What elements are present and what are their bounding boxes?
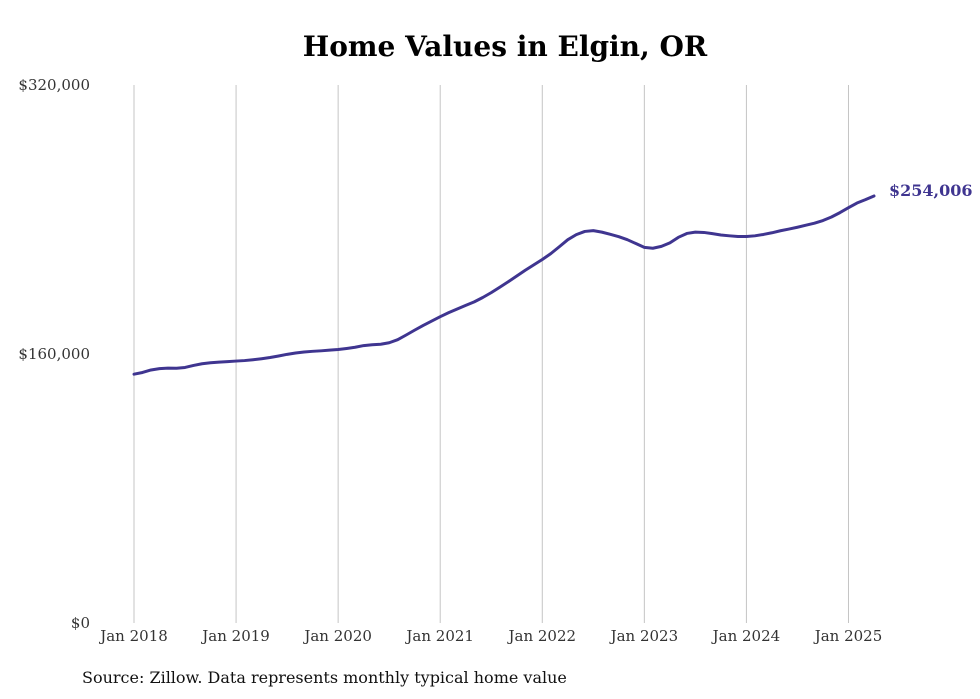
x-tick-label: Jan 2023 bbox=[609, 627, 679, 645]
x-tick-label: Jan 2019 bbox=[200, 627, 270, 645]
y-tick-label: $160,000 bbox=[18, 345, 90, 363]
y-tick-label: $0 bbox=[71, 614, 90, 632]
home-value-line bbox=[132, 194, 876, 376]
y-axis-ticks: $0 $160,000 $320,000 bbox=[18, 76, 90, 632]
end-value-label: $254,006 bbox=[889, 181, 973, 200]
x-tick-label: Jan 2024 bbox=[711, 627, 781, 645]
x-tick-label: Jan 2020 bbox=[302, 627, 372, 645]
gridlines bbox=[133, 85, 849, 623]
series-layer bbox=[132, 194, 876, 376]
x-tick-label: Jan 2025 bbox=[813, 627, 883, 645]
x-tick-label: Jan 2021 bbox=[404, 627, 474, 645]
x-tick-label: Jan 2022 bbox=[506, 627, 576, 645]
source-note: Source: Zillow. Data represents monthly … bbox=[82, 668, 567, 687]
chart-title: Home Values in Elgin, OR bbox=[302, 30, 708, 63]
x-axis-ticks: Jan 2018 Jan 2019 Jan 2020 Jan 2021 Jan 2022… bbox=[98, 627, 882, 645]
end-value-layer: $254,006 bbox=[889, 181, 973, 200]
x-tick-label: Jan 2018 bbox=[98, 627, 168, 645]
y-tick-label: $320,000 bbox=[18, 76, 90, 94]
